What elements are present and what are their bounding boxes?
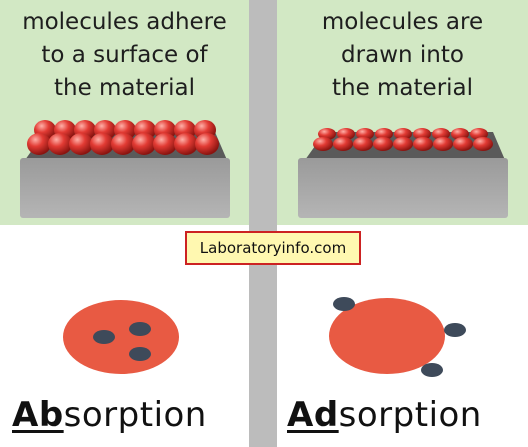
molecule-sphere <box>393 137 413 151</box>
right-caption: molecules are drawn into the material <box>321 9 484 101</box>
molecule-sphere <box>451 128 469 140</box>
molecule-sphere <box>432 128 450 140</box>
absorption-title: Absorption <box>12 395 207 435</box>
absorption-title-prefix: Ab <box>12 395 64 435</box>
absorbed-molecule <box>129 322 151 336</box>
adsorbent-circle <box>329 298 445 374</box>
adsorbed-molecule <box>421 363 443 377</box>
molecule-sphere <box>313 137 333 151</box>
molecule-sphere <box>132 133 156 155</box>
absorbed-molecule <box>93 330 115 344</box>
adsorption-title-prefix: Ad <box>287 395 339 435</box>
center-divider <box>249 0 277 447</box>
left-material-block <box>15 112 235 220</box>
molecule-sphere <box>473 137 493 151</box>
molecule-sphere <box>413 137 433 151</box>
surface-molecules <box>27 120 219 155</box>
absorbed-molecule <box>129 347 151 361</box>
left-caption: molecules adhere to a surface of the mat… <box>22 9 227 101</box>
right-material-block <box>293 112 513 220</box>
adsorbed-molecule <box>333 297 355 311</box>
molecule-sphere <box>48 133 72 155</box>
molecule-sphere <box>90 133 114 155</box>
molecule-sphere <box>195 133 219 155</box>
embedded-molecules <box>313 128 493 151</box>
molecule-sphere <box>413 128 431 140</box>
molecule-sphere <box>453 137 473 151</box>
molecule-sphere <box>433 137 453 151</box>
molecule-sphere <box>394 128 412 140</box>
adsorption-title-suffix: sorption <box>338 395 482 435</box>
molecule-sphere <box>174 133 198 155</box>
molecule-sphere <box>318 128 336 140</box>
molecule-sphere <box>337 128 355 140</box>
watermark-label: Laboratoryinfo.com <box>185 231 361 265</box>
molecule-sphere <box>111 133 135 155</box>
molecule-sphere <box>353 137 373 151</box>
absorbent-circle <box>63 300 179 374</box>
molecule-sphere <box>69 133 93 155</box>
adsorption-diagram <box>325 290 475 389</box>
absorption-title-suffix: sorption <box>63 395 207 435</box>
molecule-sphere <box>27 133 51 155</box>
molecule-sphere <box>153 133 177 155</box>
molecule-sphere <box>333 137 353 151</box>
adsorbed-molecule <box>444 323 466 337</box>
adsorption-title: Adsorption <box>287 395 482 435</box>
molecule-sphere <box>373 137 393 151</box>
molecule-sphere <box>356 128 374 140</box>
molecule-sphere <box>470 128 488 140</box>
absorption-diagram <box>55 300 195 384</box>
molecule-sphere <box>375 128 393 140</box>
